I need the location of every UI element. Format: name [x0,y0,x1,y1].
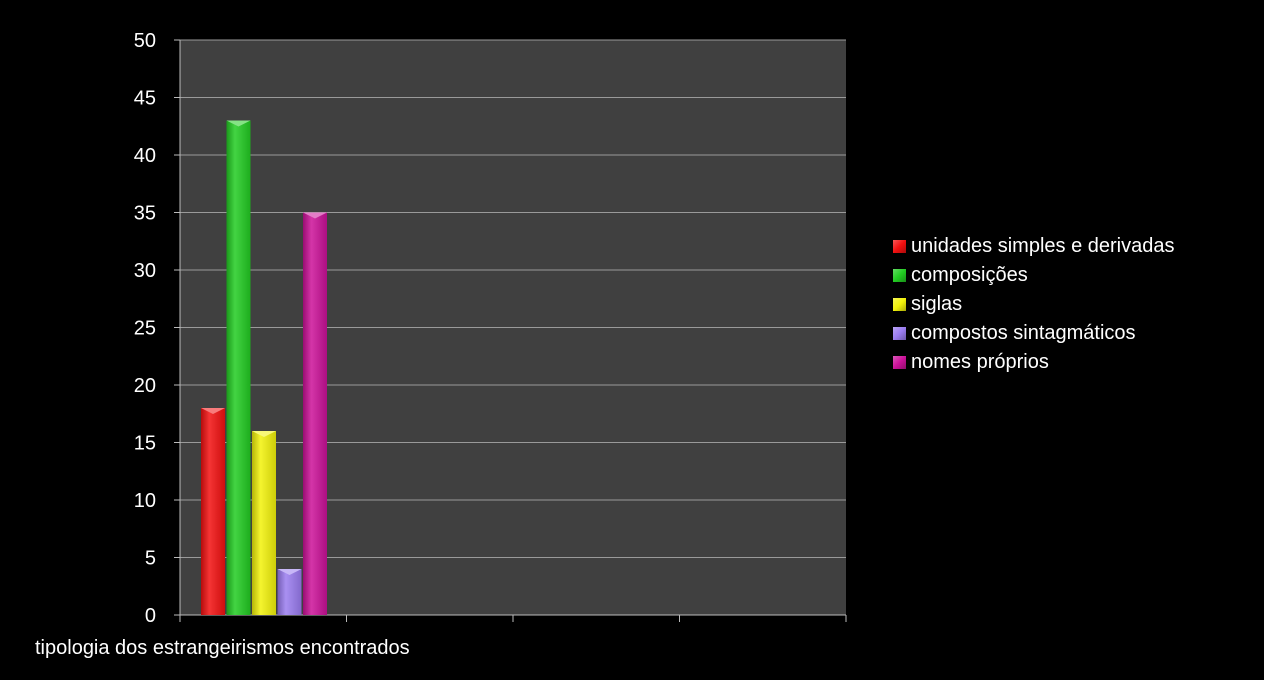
bar-2 [226,120,251,615]
bar-bevel [226,120,251,127]
legend-swatch [893,356,906,369]
y-tick-label: 15 [134,433,156,455]
legend-swatch [893,298,906,311]
bar-bevel [277,569,302,575]
y-tick-label: 5 [145,548,156,570]
bar-3 [252,431,276,615]
legend-item: siglas [893,290,1175,319]
bars [201,120,327,615]
legend-item: composições [893,261,1175,290]
bar-bevel [303,212,327,219]
bar-4 [277,569,302,615]
legend-label: compostos sintagmáticos [911,322,1136,344]
legend: unidades simples e derivadas composições s… [893,232,1175,377]
gridlines [180,39,846,558]
y-tick-label: 0 [145,605,156,627]
y-tick-label: 20 [134,375,156,397]
y-tick-label: 10 [134,490,156,512]
y-axis: 0 5 10 15 20 25 30 35 40 45 50 [134,30,181,627]
y-tick-label: 30 [134,260,156,282]
bar-bevel [252,431,276,437]
x-category-label: tipologia dos estrangeirismos encontrado… [35,637,410,659]
y-tick-label: 45 [134,88,156,110]
bar-5 [303,212,327,615]
legend-label: nomes próprios [911,351,1049,373]
y-tick-label: 50 [134,30,156,52]
y-tick-label: 35 [134,203,156,225]
legend-swatch [893,327,906,340]
legend-item: unidades simples e derivadas [893,232,1175,261]
y-tick-label: 25 [134,318,156,340]
legend-swatch [893,269,906,282]
bar-bevel [201,408,225,414]
legend-label: siglas [911,293,963,315]
legend-label: composições [911,264,1028,286]
legend-item: compostos sintagmáticos [893,319,1175,348]
legend-label: unidades simples e derivadas [911,235,1175,257]
y-tick-label: 40 [134,145,156,167]
legend-swatch [893,240,906,253]
legend-item: nomes próprios [893,348,1175,377]
bar-1 [201,408,225,615]
x-axis [179,614,847,622]
